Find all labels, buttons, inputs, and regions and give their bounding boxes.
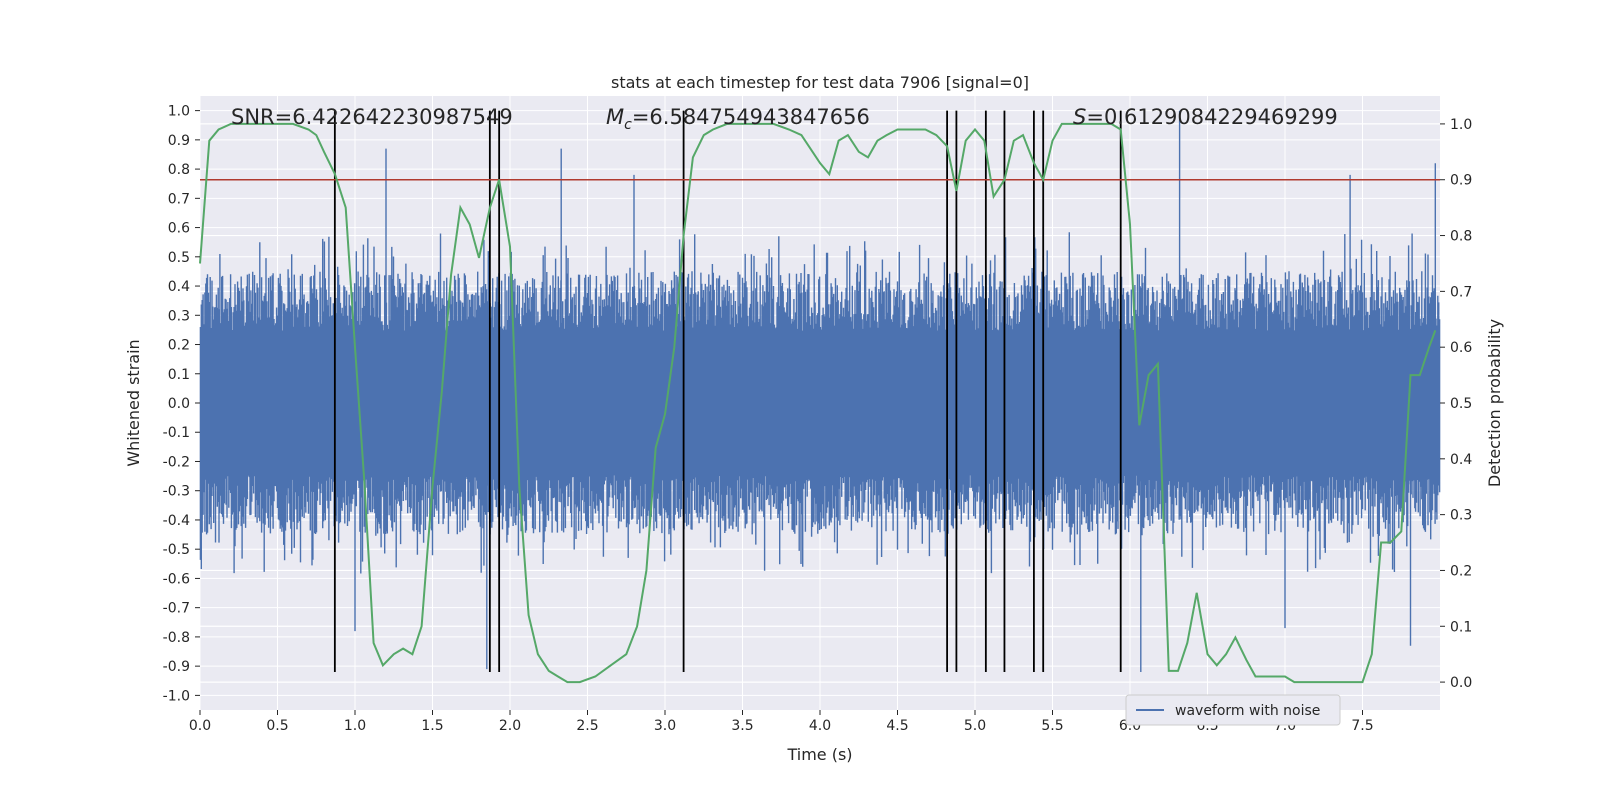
chirp-mass-annotation: Mc=6.584754943847656 [606,105,870,133]
right-y-tick-label: 0.9 [1450,173,1472,189]
left-y-tick-label: 0.7 [168,191,190,207]
right-y-tick-label: 0.0 [1450,675,1472,691]
left-y-axis-label: Whitened strain [124,339,143,466]
right-y-tick-label: 0.1 [1450,619,1472,635]
vertical-markers [333,110,1122,672]
left-y-tick-label: 0.1 [168,367,190,383]
left-y-tick-label: -0.9 [163,659,190,675]
left-y-tick-label: 0.2 [168,338,190,354]
left-y-tick-label: 0.6 [168,221,190,237]
legend-box [1125,694,1341,726]
left-y-tick-label: 0.4 [168,279,190,295]
left-y-tick-label: 0.3 [168,308,190,324]
x-tick-label: 7.5 [1351,718,1373,734]
x-tick-label: 5.0 [964,718,986,734]
right-y-axis-label: Detection probability [1485,319,1504,487]
right-y-tick-label: 0.3 [1450,508,1472,524]
left-y-tick-label: -0.1 [163,425,190,441]
legend-entry: waveform with noise [1175,703,1320,719]
detection-probability-series [199,122,1437,684]
x-tick-label: 2.0 [499,718,521,734]
right-y-tick-label: 1.0 [1450,117,1472,133]
left-y-tick-label: 1.0 [168,104,190,120]
left-y-tick-label: -0.4 [163,513,190,529]
right-y-axis-ticks: 1.0 0.9 0.8 0.7 0.6 0.5 0.4 0.3 0.2 0.1 0.0 [1440,117,1472,691]
left-y-tick-label: 0.5 [168,250,190,266]
left-y-tick-label: -0.8 [163,630,190,646]
left-y-tick-label: -0.2 [163,454,190,470]
right-y-tick-label: 0.6 [1450,340,1472,356]
left-y-tick-label: -0.7 [163,601,190,617]
s-annotation: S=0.6129084229469299 [1073,105,1338,129]
left-y-tick-label: 0.0 [168,396,190,412]
x-axis-label: Time (s) [786,745,852,764]
x-tick-label: 0.0 [189,718,211,734]
right-y-tick-label: 0.2 [1450,563,1472,579]
right-y-tick-label: 0.7 [1450,284,1472,300]
x-tick-label: 3.0 [654,718,676,734]
left-y-tick-label: -0.3 [163,484,190,500]
x-tick-label: 4.0 [809,718,831,734]
left-y-tick-label: -0.5 [163,542,190,558]
left-y-tick-label: 0.9 [168,133,190,149]
snr-annotation: SNR=6.422642230987549 [231,105,513,129]
left-y-tick-label: 0.8 [168,162,190,178]
x-tick-label: 2.5 [576,718,598,734]
left-y-axis-ticks: 1.0 0.9 0.8 0.7 0.6 0.5 0.4 0.3 0.2 0.1 0.0 -0.1 -0.… [163,104,200,704]
right-y-tick-label: 0.8 [1450,229,1472,245]
right-y-tick-label: 0.4 [1450,452,1472,468]
chart-title: stats at each timestep for test data 790… [611,73,1029,92]
left-y-tick-label: -0.6 [163,571,190,587]
legend: waveform with noise [1125,694,1341,726]
x-tick-label: 1.5 [421,718,443,734]
x-tick-label: 4.5 [886,718,908,734]
x-tick-label: 1.0 [344,718,366,734]
x-tick-label: 5.5 [1041,718,1063,734]
right-y-tick-label: 0.5 [1450,396,1472,412]
x-tick-label: 0.5 [266,718,288,734]
x-tick-label: 3.5 [731,718,753,734]
left-y-tick-label: -1.0 [163,688,190,704]
